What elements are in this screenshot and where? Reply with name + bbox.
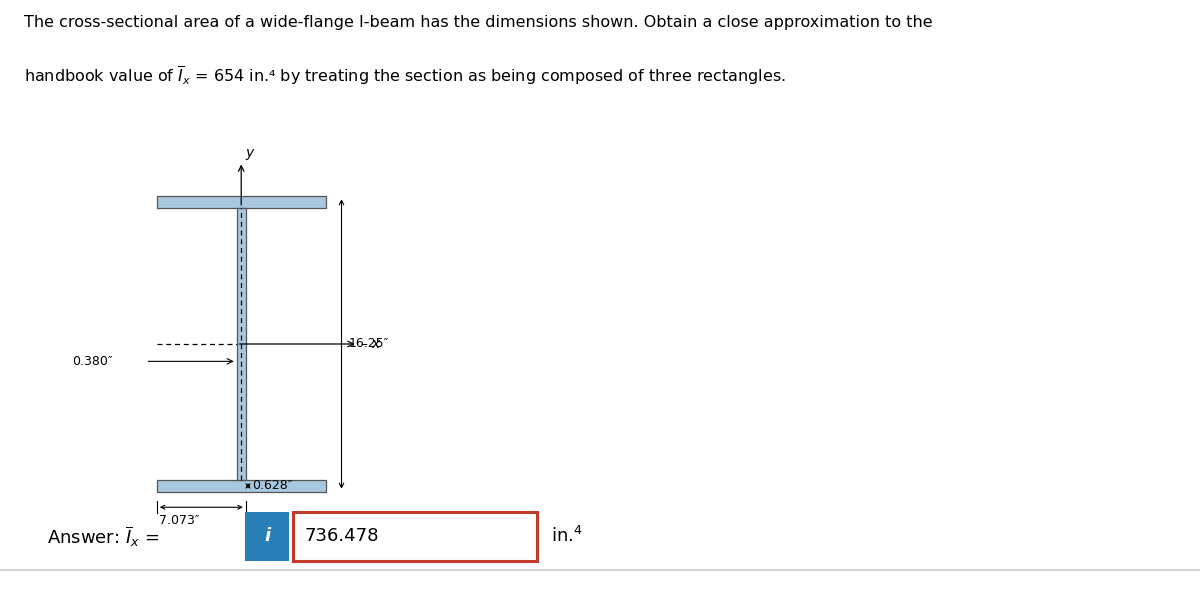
Text: 16.25″: 16.25″	[348, 338, 389, 351]
Bar	[236, 208, 246, 480]
Text: The cross-sectional area of a wide-flange I-beam has the dimensions shown. Obtai: The cross-sectional area of a wide-flang…	[24, 15, 932, 30]
Text: y: y	[245, 146, 253, 160]
Text: 0.380″: 0.380″	[72, 355, 113, 368]
Text: 0.628″: 0.628″	[252, 479, 292, 492]
Text: – $x$: – $x$	[360, 337, 382, 351]
Text: 7.073″: 7.073″	[160, 514, 199, 527]
FancyBboxPatch shape	[245, 512, 289, 561]
Text: i: i	[264, 527, 270, 546]
Bar	[157, 196, 325, 208]
Text: handbook value of $\overline{I}_x$ = 654 in.⁴ by treating the section as being c: handbook value of $\overline{I}_x$ = 654…	[24, 64, 786, 87]
Text: 736.478: 736.478	[305, 527, 379, 546]
Text: Answer: $\overline{I}_x$ =: Answer: $\overline{I}_x$ =	[47, 524, 160, 549]
Text: in.$^4$: in.$^4$	[551, 527, 583, 546]
FancyBboxPatch shape	[293, 512, 538, 561]
Bar	[157, 480, 325, 492]
